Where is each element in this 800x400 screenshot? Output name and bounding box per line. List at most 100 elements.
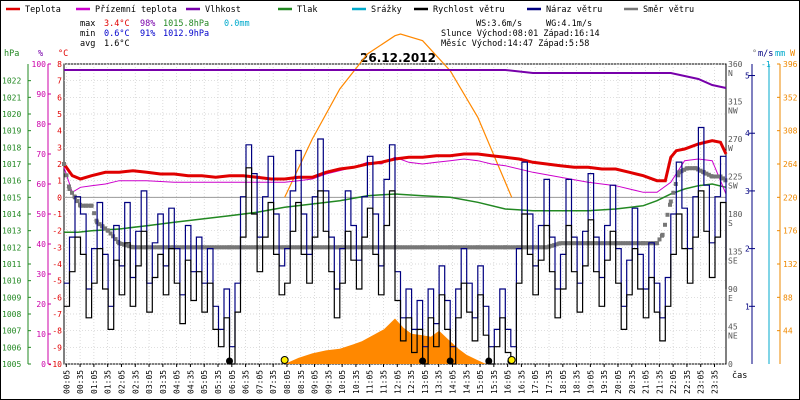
humidity-line — [64, 69, 727, 89]
wind-dir-point — [626, 241, 631, 246]
wind-dir-point — [372, 245, 377, 250]
x-tick-label: 07:35 — [269, 370, 278, 394]
wind-dir-point — [320, 245, 325, 250]
wind-dir-point — [540, 245, 545, 250]
x-tick-label: 22:05 — [669, 370, 678, 394]
hpa-tick-label: 1015 — [2, 193, 21, 202]
wind-dir-point — [377, 245, 382, 250]
sunrise-marker — [280, 356, 289, 364]
wind-dir-point — [135, 245, 140, 250]
wind-dir-point — [442, 245, 447, 250]
stats-max-press: 1015.8hPa — [163, 19, 209, 29]
wind-tick-label: 3 — [745, 187, 750, 196]
x-tick-label: 03:35 — [159, 370, 168, 394]
wind-dir-point — [224, 245, 229, 250]
wind-dir-point — [488, 245, 493, 250]
x-tick-label: 06:35 — [242, 370, 251, 394]
wind-dir-point — [385, 245, 390, 250]
dir-tick-compass: E — [728, 294, 733, 303]
wind-dir-point — [601, 241, 605, 246]
wind-dir-point — [202, 245, 207, 250]
x-tick-label: 08:35 — [297, 370, 306, 394]
wind-dir-point — [262, 245, 267, 250]
temp-tick-label: -10 — [48, 360, 63, 369]
x-tick-label: 02:35 — [131, 370, 140, 394]
hpa-tick-label: 1017 — [2, 160, 21, 169]
dir-tick-label: 180 — [728, 210, 743, 219]
wind-dir-point — [498, 245, 503, 250]
dir-tick-compass: W — [728, 144, 733, 153]
x-tick-label: 16:05 — [504, 370, 513, 394]
x-tick-label: 05:35 — [214, 370, 223, 394]
x-tick-label: 03:05 — [145, 370, 154, 394]
wind-dir-point — [593, 241, 598, 246]
x-tick-label: 10:05 — [338, 370, 347, 394]
legend-label: Rychlost větru — [433, 5, 505, 15]
wind-dir-point — [265, 245, 269, 250]
legend-label: Náraz větru — [546, 5, 602, 15]
wind-dir-point — [480, 245, 485, 250]
wind-dir-point — [417, 245, 422, 250]
wind-dir-point — [538, 245, 543, 250]
legend: Teplota Přízemní teplota Vlhkost Tlak Srážky… — [6, 5, 694, 15]
wind-dir-point — [182, 245, 187, 250]
wind-dir-point — [621, 241, 626, 246]
chart-title: 26.12.2012 — [360, 51, 436, 65]
wind-dir-point — [623, 241, 628, 246]
wind-dir-point — [131, 245, 135, 250]
x-axis-label: čas — [732, 370, 747, 381]
wind-dir-point — [430, 245, 435, 250]
wind-dir-point — [641, 241, 646, 246]
wind-dir-point — [412, 245, 417, 250]
wind-dir-point — [503, 245, 508, 250]
wind-dir-point — [67, 184, 71, 189]
wind-dir-point — [558, 241, 563, 246]
wind-dir-point — [237, 245, 242, 250]
wind-dir-point — [445, 245, 450, 250]
wind-dir-point — [168, 245, 173, 250]
temp-tick-label: 8 — [57, 60, 62, 69]
dir-tick-compass: S — [728, 219, 733, 228]
wind-dir-point — [657, 237, 662, 242]
stats-max-rain: 0.0mm — [224, 19, 250, 29]
x-tick-label: 04:35 — [186, 370, 195, 394]
hpa-tick-label: 1012 — [2, 243, 21, 252]
wind-dir-point — [70, 190, 74, 195]
x-tick-label: 09:35 — [324, 370, 333, 394]
x-tick-label: 06:05 — [228, 370, 237, 394]
wind-dir-point — [478, 245, 483, 250]
wind-dir-point — [465, 245, 470, 250]
stats-avg-label: avg — [80, 39, 95, 49]
wind-dir-point — [549, 243, 554, 248]
temp-tick-label: -6 — [52, 293, 62, 302]
radiation-tick-label: 132 — [783, 260, 798, 269]
wind-dir-point — [177, 245, 182, 250]
wind-dir-point — [355, 245, 360, 250]
wind-dir-point — [704, 171, 709, 176]
radiation-tick-label: 220 — [783, 193, 798, 202]
x-tick-label: 15:35 — [490, 370, 499, 394]
wind-dir-point — [554, 242, 559, 247]
wind-gust-summary: WG:4.1m/s — [546, 19, 592, 29]
x-tick-label: 01:05 — [90, 370, 99, 394]
wind-dir-point — [578, 241, 583, 246]
wind-dir-point — [682, 167, 687, 172]
wind-dir-point — [282, 245, 287, 250]
humidity-tick-label: 50 — [36, 210, 46, 219]
x-tick-label: 02:05 — [118, 370, 127, 394]
wind-dir-point — [322, 245, 327, 250]
wind-dir-point — [423, 245, 428, 250]
calm-marker — [419, 357, 427, 365]
sun-arc — [284, 33, 513, 198]
temp-tick-label: 0 — [57, 193, 62, 202]
wind-dir-point — [276, 245, 281, 250]
wind-dir-point — [450, 245, 455, 250]
wind-dir-point — [524, 245, 529, 250]
humidity-tick-label: 90 — [36, 90, 46, 99]
x-tick-label: 22:35 — [683, 370, 692, 394]
hpa-tick-label: 1011 — [2, 260, 21, 269]
wind-dir-point — [113, 237, 118, 242]
wind-dir-point — [285, 245, 290, 250]
wind-dir-point — [64, 173, 69, 178]
wind-dir-point — [325, 245, 330, 250]
